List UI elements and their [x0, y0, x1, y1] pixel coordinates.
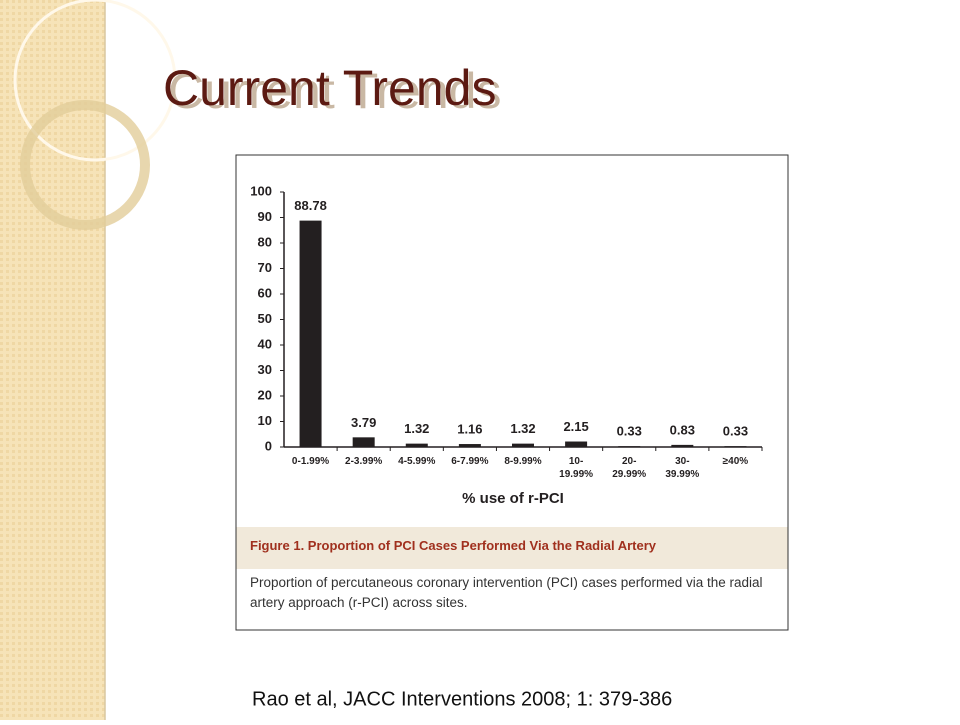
value-label: 3.79 [351, 415, 376, 430]
x-tick-label: 10- 19.99% [559, 456, 594, 480]
y-tick-label: 30 [258, 362, 272, 377]
plot: 0 10 20 30 40 50 60 70 80 90 100 0-1.99% 88.78 2-3.99… [250, 183, 763, 507]
x-tick-label-box: 0-1.99% [291, 456, 330, 467]
deco-circle [13, 0, 177, 162]
value-label: 0.83 [670, 422, 695, 437]
y-tick-label: 70 [258, 260, 272, 275]
citation: Rao et al, JACC Interventions 2008; 1: 3… [252, 688, 672, 710]
value-label: 1.32 [404, 421, 429, 436]
x-tick-label-box: 4-5.99% [398, 456, 436, 467]
deco-circle [20, 100, 150, 230]
y-tick-label: 20 [258, 387, 272, 402]
caption-header [236, 527, 788, 569]
x-tick-label: 20- 29.99% [612, 456, 647, 480]
y-tick-label: 80 [258, 234, 272, 249]
caption-box: Proportion of percutaneous coronary inte… [250, 575, 763, 610]
value-label: 2.15 [563, 419, 588, 434]
value-label: 88.78 [294, 198, 327, 213]
value-label: 1.32 [510, 421, 535, 436]
caption-title: Figure 1. Proportion of PCI Cases Perfor… [250, 538, 656, 553]
y-tick-label: 90 [258, 209, 272, 224]
bar [352, 437, 375, 447]
bar [512, 443, 534, 447]
x-tick-label: 30- 39.99% [665, 456, 700, 480]
caption: Proportion of percutaneous coronary inte… [250, 575, 763, 610]
x-tick-label-box: 30- 39.99% [665, 456, 700, 480]
y-tick-label: 10 [258, 413, 272, 428]
value-label: 0.33 [617, 424, 642, 439]
y-tick-label: 60 [258, 285, 272, 300]
bar [671, 444, 694, 447]
x-tick-label: 2-3.99% [345, 456, 383, 467]
x-tick-label-box: 8-9.99% [504, 456, 542, 467]
y-tick-label: 100 [250, 183, 272, 198]
x-tick-label: 0-1.99% [291, 456, 330, 467]
caption-title-box: Figure 1. Proportion of PCI Cases Perfor… [250, 538, 656, 553]
bar [405, 443, 428, 447]
x-tick-label-box: 6-7.99% [451, 456, 489, 467]
y-tick-label: 40 [258, 336, 272, 351]
x-tick-label: 8-9.99% [504, 456, 542, 467]
bar [724, 446, 747, 447]
x-axis-label: % use of r-PCI [462, 490, 564, 507]
x-tick-label-box: 10- 19.99% [559, 456, 594, 480]
x-tick-label: 4-5.99% [398, 456, 436, 467]
bar [618, 446, 641, 447]
bar [565, 441, 588, 447]
slide-title: Current Trends [163, 60, 496, 116]
y-tick-label: 0 [265, 438, 272, 453]
y-tick-label: 50 [258, 311, 272, 326]
value-label: 0.33 [723, 424, 748, 439]
x-tick-label: 6-7.99% [451, 456, 489, 467]
bar [458, 444, 481, 447]
x-tick-label-box: ≥40% [722, 456, 749, 467]
bar [299, 220, 322, 447]
x-tick-label-box: 2-3.99% [345, 456, 383, 467]
x-tick-label: ≥40% [722, 456, 749, 467]
x-tick-label-box: 20- 29.99% [612, 456, 647, 480]
title-shadow: Current Trends [168, 63, 501, 119]
value-label: 1.16 [457, 421, 482, 436]
